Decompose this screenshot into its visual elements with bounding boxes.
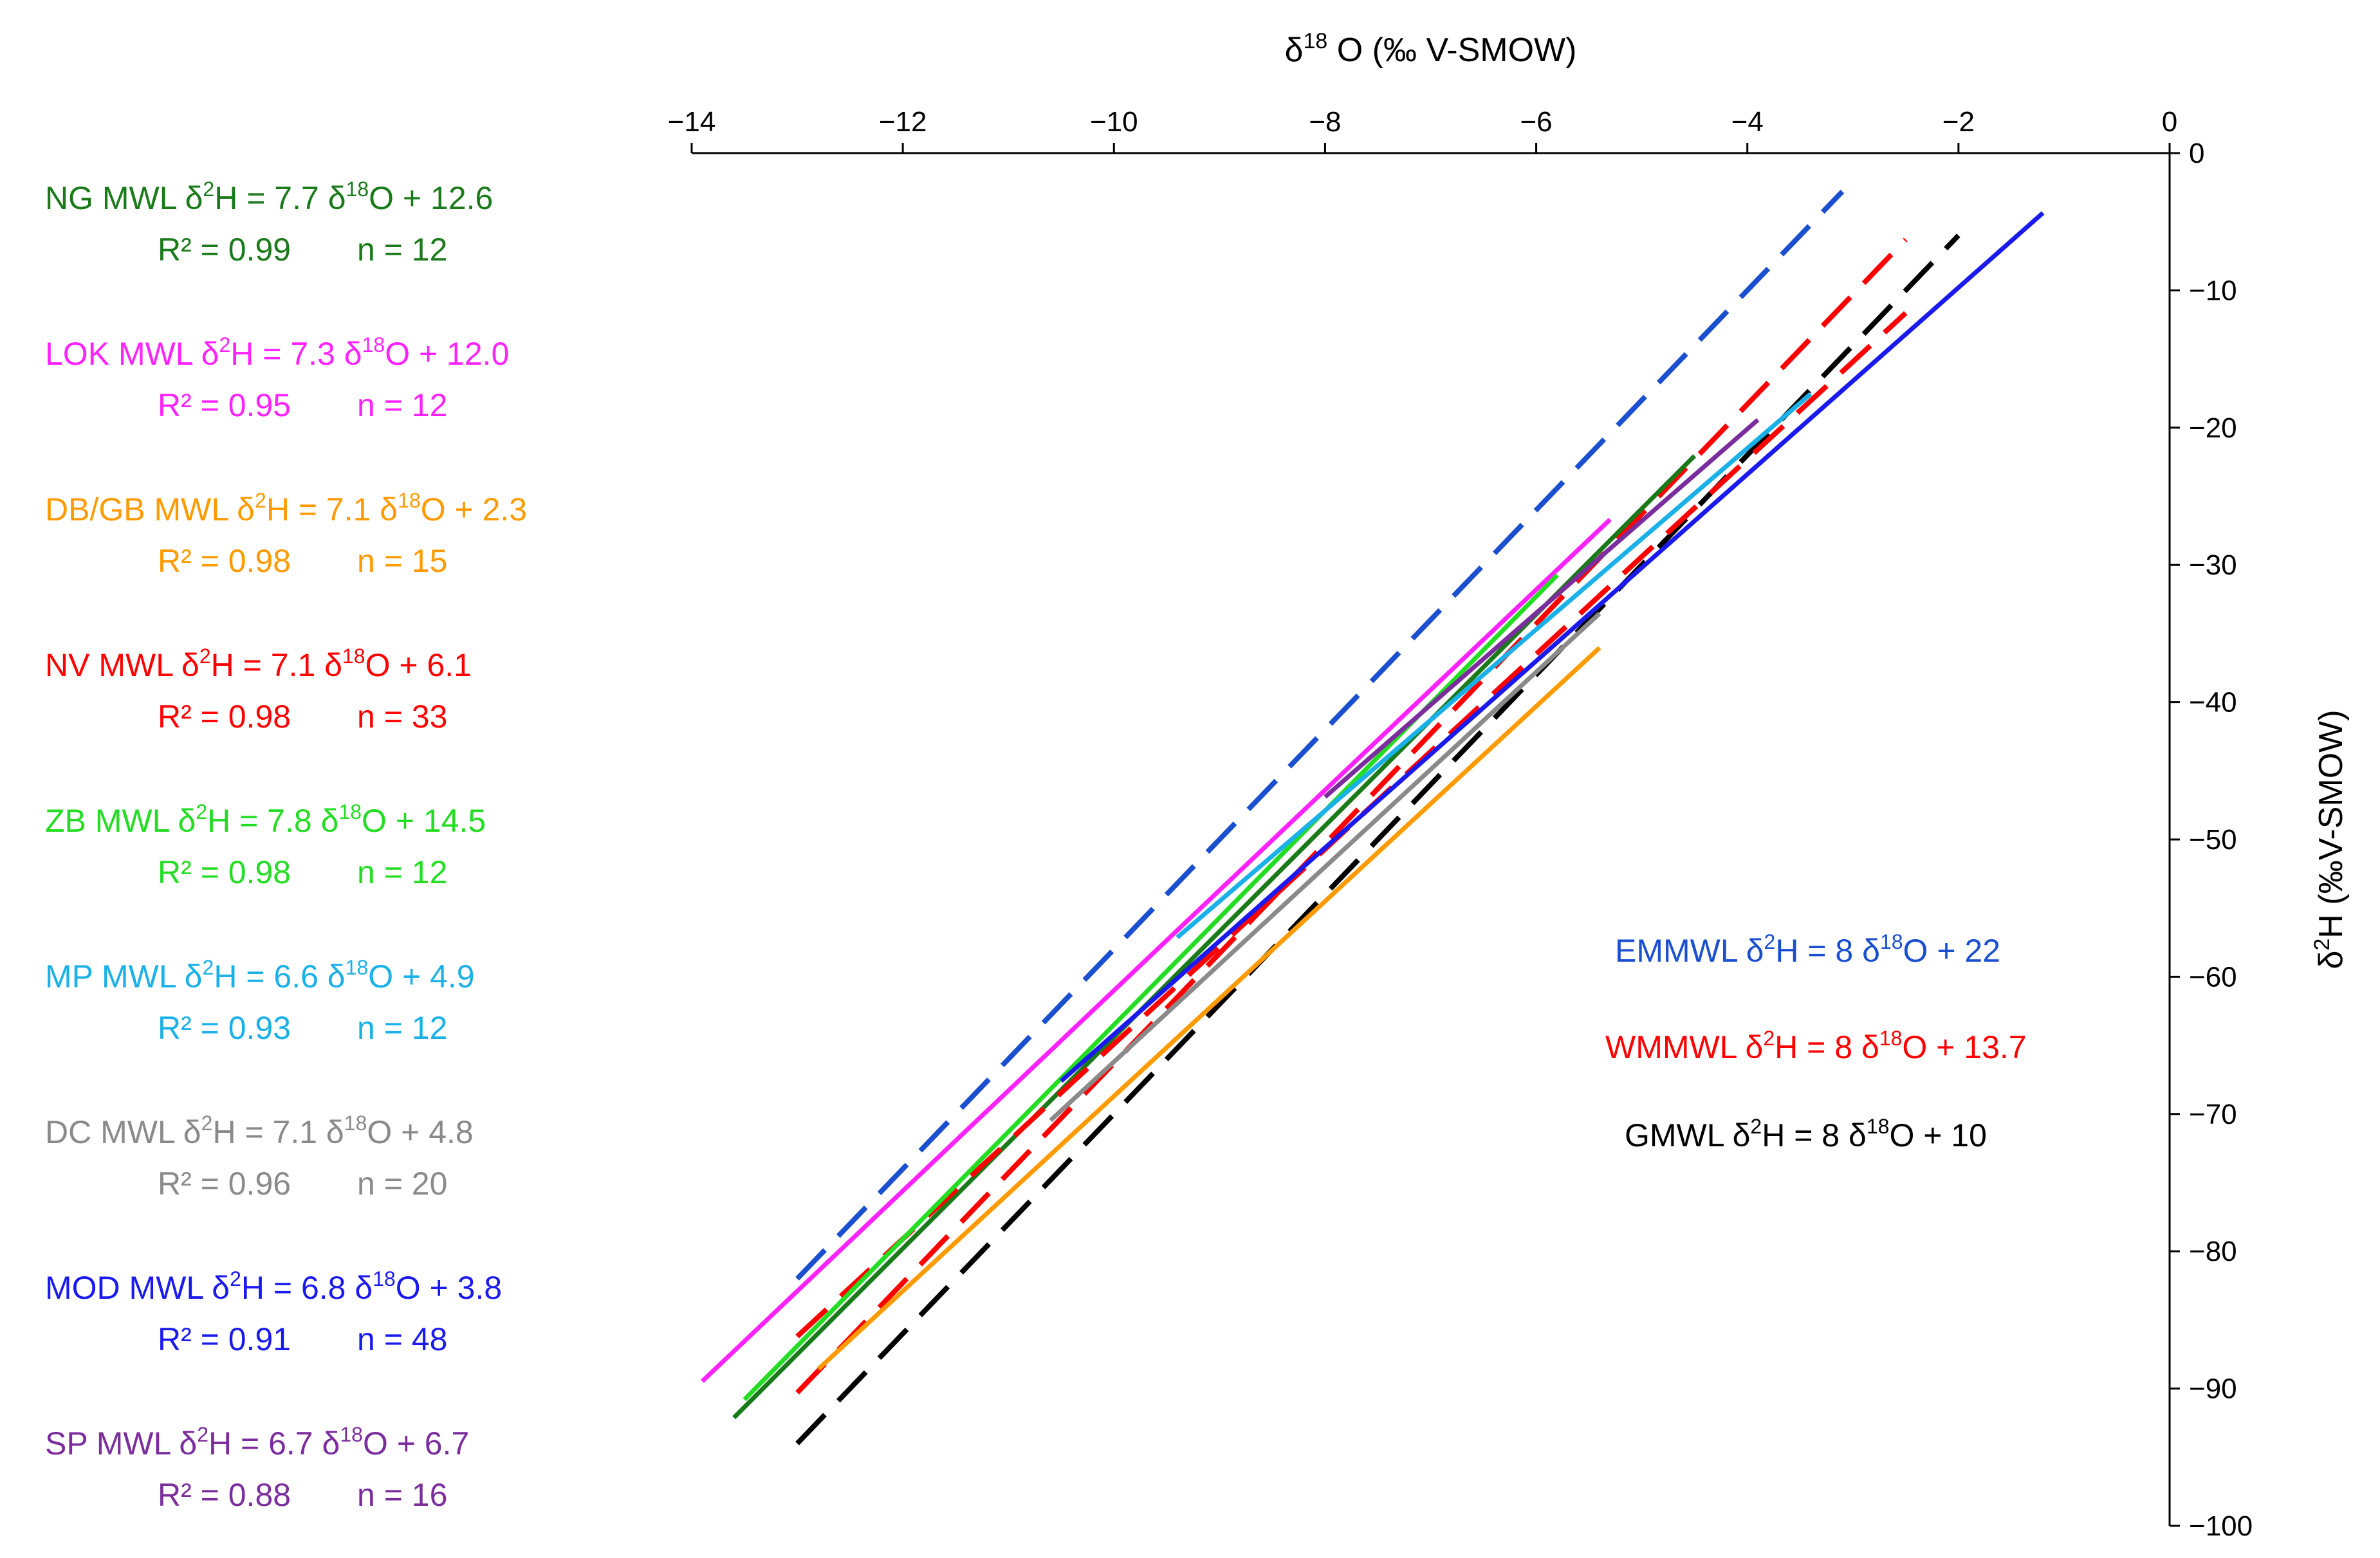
ng-mwl-n: n = 12 xyxy=(357,232,447,268)
right-equation-legend: EMMWL δ2H = 8 δ18O + 22 WMMWL δ2H = 8 δ18… xyxy=(1605,930,2027,1153)
emmwl-equation: EMMWL δ2H = 8 δ18O + 22 xyxy=(1615,930,2000,969)
db-gb-mwl-line xyxy=(816,646,1601,1371)
zb-mwl-n: n = 12 xyxy=(357,854,447,890)
dc-mwl-r2: R² = 0.96 xyxy=(158,1166,291,1202)
lok-mwl-equation: LOK MWL δ2H = 7.3 δ18O + 12.0 xyxy=(45,333,509,372)
gmwl-line xyxy=(795,234,1960,1445)
ng-mwl-equation: NG MWL δ2H = 7.7 δ18O + 12.6 xyxy=(45,178,493,216)
y-tick-label: −10 xyxy=(2189,275,2237,306)
ng-mwl-r2: R² = 0.99 xyxy=(158,232,291,268)
nv-mwl-r2: R² = 0.98 xyxy=(158,699,291,735)
dc-mwl-n: n = 20 xyxy=(357,1166,447,1202)
axes: −14 −12 −10 −8 −6 −4 −2 00−10−20−30−40−50−60−70… xyxy=(668,29,2350,1542)
x-tick-label: −4 xyxy=(1731,106,1764,138)
y-tick-label: −60 xyxy=(2189,961,2237,993)
y-tick-label: −30 xyxy=(2189,549,2237,581)
sp-mwl-line xyxy=(1324,417,1760,799)
y-tick-label: −50 xyxy=(2189,824,2237,856)
sp-mwl-n: n = 16 xyxy=(357,1477,447,1513)
y-tick-label: −20 xyxy=(2189,412,2237,444)
x-axis-title: δ18 O (‰ V-SMOW) xyxy=(1285,29,1577,69)
lok-mwl-n: n = 12 xyxy=(357,387,447,423)
db-gb-mwl-n: n = 15 xyxy=(357,543,447,579)
wmmwl-line xyxy=(795,237,1908,1395)
nv-mwl-equation: NV MWL δ2H = 7.1 δ18O + 6.1 xyxy=(45,645,472,683)
mod-mwl-line xyxy=(1059,211,2045,1083)
x-tick-label: −6 xyxy=(1520,106,1552,138)
mod-mwl-n: n = 48 xyxy=(357,1321,447,1357)
mp-mwl-n: n = 12 xyxy=(357,1010,447,1046)
y-tick-label: −80 xyxy=(2189,1236,2237,1267)
sp-mwl-equation: SP MWL δ2H = 6.7 δ18O + 6.7 xyxy=(45,1423,469,1462)
x-tick-label: −8 xyxy=(1309,106,1341,138)
dc-mwl-equation: DC MWL δ2H = 7.1 δ18O + 4.8 xyxy=(45,1112,474,1150)
lok-mwl-r2: R² = 0.95 xyxy=(158,387,291,423)
lok-mwl-line xyxy=(700,518,1612,1383)
sp-mwl-r2: R² = 0.88 xyxy=(158,1477,291,1513)
mp-mwl-line xyxy=(1176,392,1813,940)
x-tick-label: −10 xyxy=(1090,106,1138,138)
y-axis-title: δ2H (‰V-SMOW) xyxy=(2310,710,2350,969)
nv-mwl-n: n = 33 xyxy=(357,699,447,735)
mp-mwl-equation: MP MWL δ2H = 6.6 δ18O + 4.9 xyxy=(45,956,475,994)
dc-mwl-line xyxy=(1049,612,1601,1123)
mod-mwl-r2: R² = 0.91 xyxy=(158,1321,291,1357)
gmwl-equation: GMWL δ2H = 8 δ18O + 10 xyxy=(1625,1115,1987,1153)
y-tick-label: 0 xyxy=(2189,138,2204,169)
db-gb-mwl-r2: R² = 0.98 xyxy=(158,543,291,579)
x-tick-label: −14 xyxy=(668,106,716,138)
x-tick-label: 0 xyxy=(2162,106,2177,138)
zb-mwl-r2: R² = 0.98 xyxy=(158,854,291,890)
mod-mwl-equation: MOD MWL δ2H = 6.8 δ18O + 3.8 xyxy=(45,1267,502,1306)
emmwl-line xyxy=(795,189,1845,1281)
db-gb-mwl-equation: DB/GB MWL δ2H = 7.1 δ18O + 2.3 xyxy=(45,489,527,527)
x-tick-label: −12 xyxy=(879,106,927,138)
left-equation-legend: NG MWL δ2H = 7.7 δ18O + 12.6 R² = 0.99 n =… xyxy=(45,178,527,1513)
plot-lines xyxy=(700,189,2045,1445)
nv-mwl-line xyxy=(795,311,1908,1339)
zb-mwl-equation: ZB MWL δ2H = 7.8 δ18O + 14.5 xyxy=(45,800,486,839)
y-tick-label: −70 xyxy=(2189,1099,2237,1130)
wmmwl-equation: WMMWL δ2H = 8 δ18O + 13.7 xyxy=(1605,1027,2027,1065)
y-tick-label: −100 xyxy=(2189,1510,2253,1542)
x-tick-label: −2 xyxy=(1942,106,1975,138)
y-tick-label: −40 xyxy=(2189,687,2237,719)
y-tick-label: −90 xyxy=(2189,1373,2237,1405)
mp-mwl-r2: R² = 0.93 xyxy=(158,1010,291,1046)
